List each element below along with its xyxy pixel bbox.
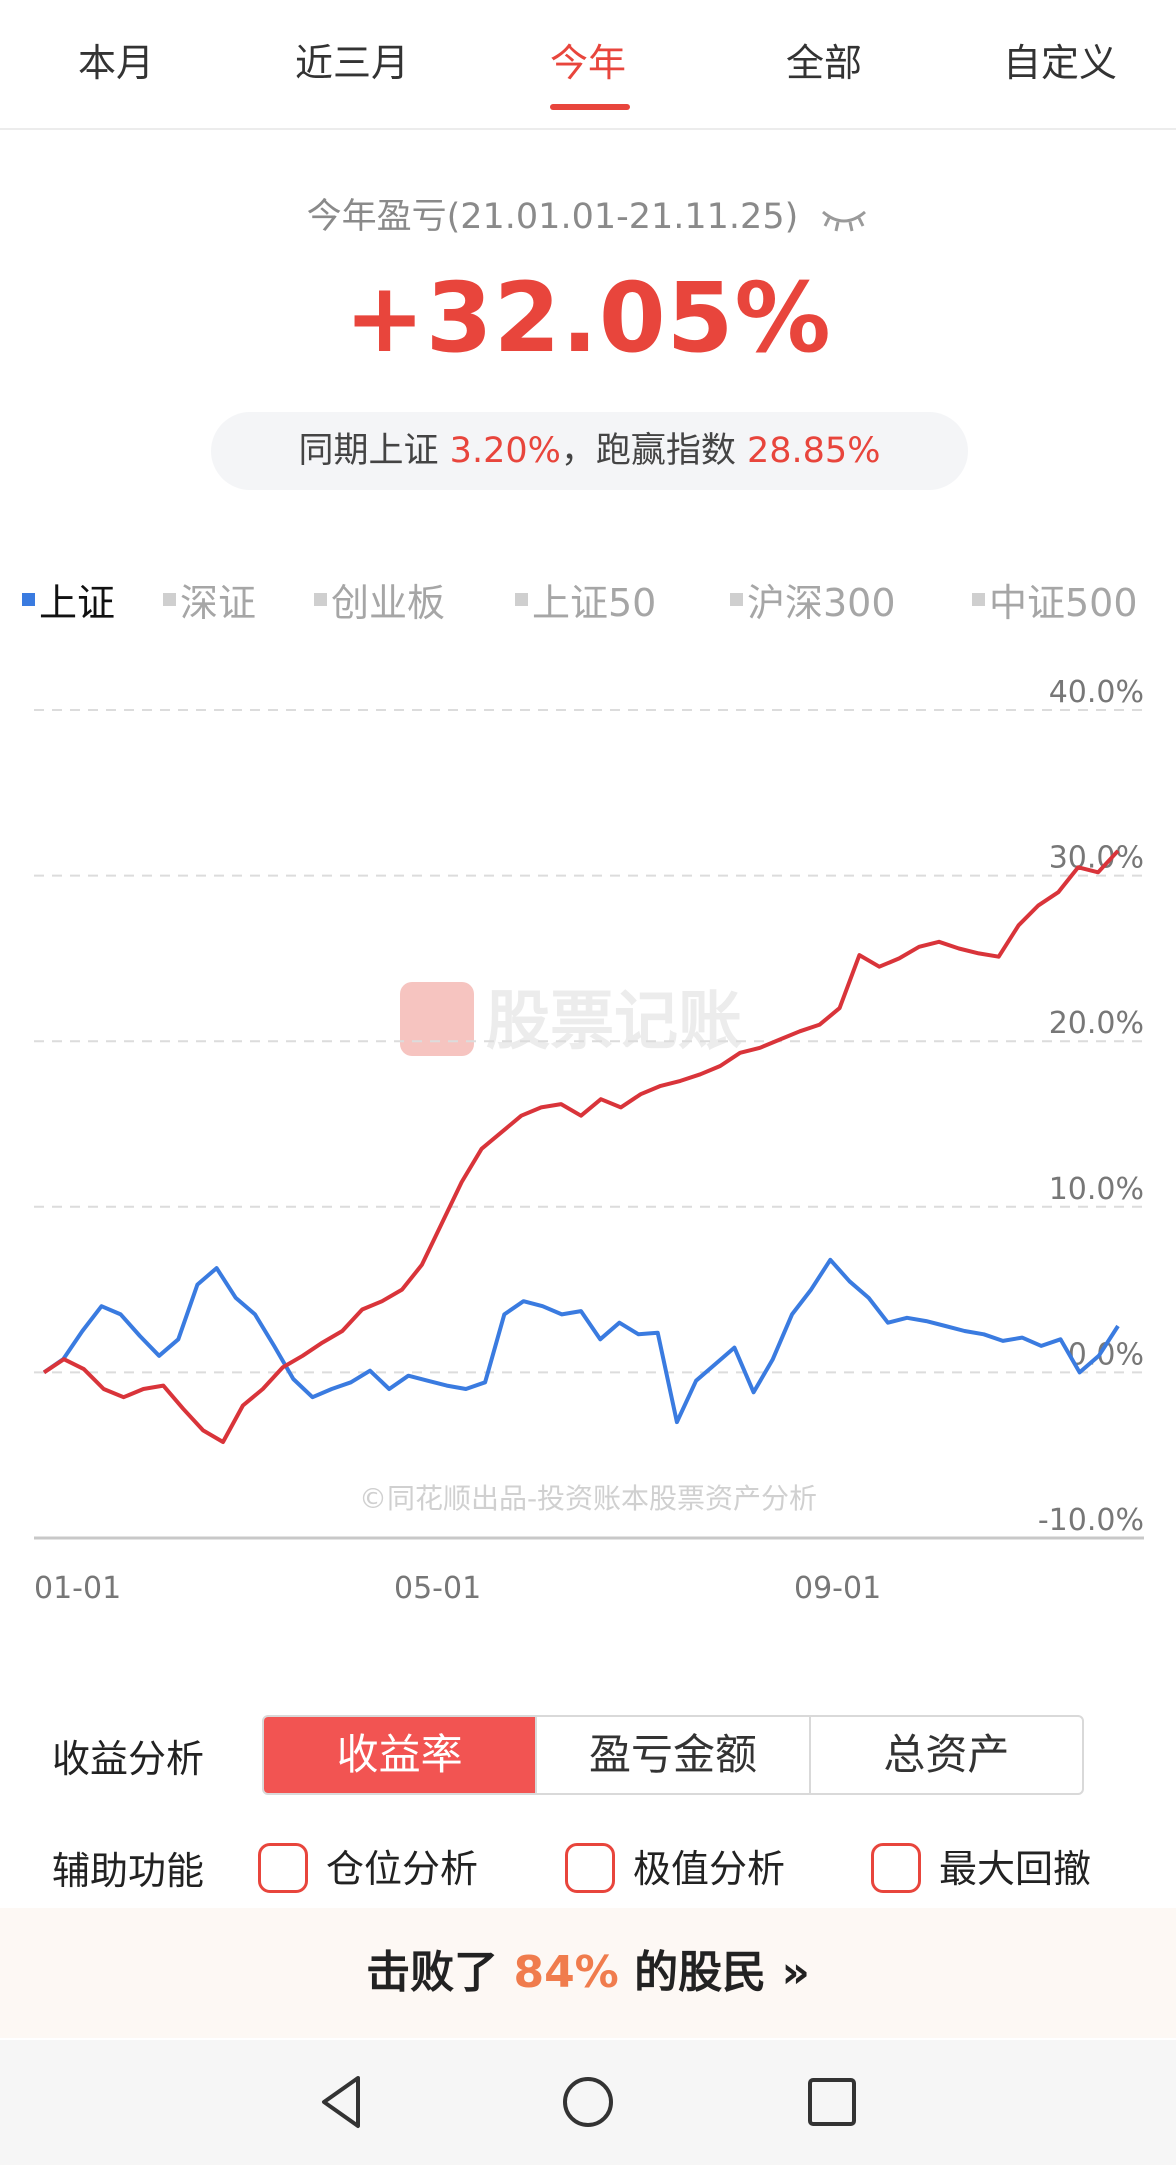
legend-square-icon bbox=[22, 593, 35, 606]
index-return-value: 3.20% bbox=[449, 431, 561, 471]
checkbox[interactable] bbox=[565, 1842, 615, 1893]
aux-label: 辅助功能 bbox=[52, 1849, 205, 1893]
home-icon[interactable] bbox=[556, 2070, 620, 2134]
extreme-analysis-label: 极值分析 bbox=[633, 1847, 786, 1891]
legend-square-icon bbox=[163, 593, 176, 606]
compare-mid: ，跑赢指数 bbox=[560, 431, 747, 471]
year-return-percentage: +32.05% bbox=[344, 262, 832, 374]
legend-square-icon bbox=[314, 593, 327, 606]
profit-amount-button[interactable]: 盈亏金额 bbox=[537, 1717, 811, 1793]
active-tab-indicator bbox=[550, 104, 630, 110]
watermark: 股票记账 bbox=[400, 970, 742, 1062]
checkbox[interactable] bbox=[871, 1842, 921, 1893]
index-label: 中证500 bbox=[989, 581, 1138, 625]
chart-footer-watermark: ©同花顺出品-投资账本股票资产分析 bbox=[359, 1482, 817, 1515]
watermark-brand: 股票记账 bbox=[486, 985, 742, 1059]
index-shenzhen[interactable]: 深证 bbox=[163, 572, 256, 627]
index-compare-pill: 同期上证 3.20%，跑赢指数 28.85% bbox=[211, 412, 968, 490]
index-sse50[interactable]: 上证50 bbox=[515, 572, 656, 627]
portfolio-series-line bbox=[42, 849, 1120, 1444]
period-tabs: 本月 近三月 今年 全部 自定义 bbox=[0, 0, 1176, 130]
index-label: 上证 bbox=[39, 581, 116, 625]
y-tick-label: 40.0% bbox=[1049, 675, 1144, 710]
legend-square-icon bbox=[730, 593, 743, 606]
summary-title: 今年盈亏(21.01.01-21.11.25) bbox=[306, 197, 799, 237]
total-assets-button[interactable]: 总资产 bbox=[883, 1730, 1010, 1779]
beat-investors-banner[interactable]: 击败了 84% 的股民 » bbox=[0, 1908, 1176, 2038]
extreme-analysis-toggle[interactable]: 极值分析 bbox=[565, 1838, 785, 1897]
x-tick-label: 01-01 bbox=[34, 1571, 121, 1606]
tab-custom[interactable]: 自定义 bbox=[1002, 41, 1117, 85]
analysis-segmented-control: 收益率 盈亏金额 总资产 bbox=[262, 1715, 1084, 1795]
x-tick-label: 09-01 bbox=[794, 1571, 881, 1606]
checkbox[interactable] bbox=[258, 1842, 308, 1893]
position-analysis-label: 仓位分析 bbox=[326, 1847, 479, 1891]
compare-prefix: 同期上证 bbox=[298, 431, 450, 471]
index-shanghai[interactable]: 上证 bbox=[22, 572, 115, 627]
tab-this-year[interactable]: 今年 bbox=[549, 41, 626, 85]
index-csi300[interactable]: 沪深300 bbox=[730, 572, 896, 627]
analysis-label: 收益分析 bbox=[52, 1737, 205, 1781]
index-label: 创业板 bbox=[331, 581, 446, 625]
summary-title-row: 今年盈亏(21.01.01-21.11.25) bbox=[0, 188, 1176, 239]
max-drawdown-label: 最大回撤 bbox=[939, 1847, 1092, 1891]
beat-prefix: 击败了 bbox=[366, 1947, 514, 1998]
max-drawdown-toggle[interactable]: 最大回撤 bbox=[871, 1838, 1091, 1897]
return-chart[interactable]: 40.0%30.0%20.0%10.0%0.0%-10.0%01-01 05-01… bbox=[0, 660, 1176, 1610]
legend-square-icon bbox=[972, 593, 985, 606]
beat-suffix: 的股民 bbox=[618, 1947, 767, 1998]
index-label: 沪深300 bbox=[747, 581, 896, 625]
tab-this-month[interactable]: 本月 bbox=[77, 41, 154, 85]
y-tick-label: -10.0% bbox=[1038, 1503, 1144, 1538]
app-logo-icon bbox=[400, 982, 474, 1057]
y-tick-label: 30.0% bbox=[1049, 841, 1144, 876]
index-label: 深证 bbox=[180, 581, 257, 625]
back-icon[interactable] bbox=[310, 2070, 374, 2134]
tab-all[interactable]: 全部 bbox=[785, 41, 862, 85]
x-tick-label: 05-01 bbox=[394, 1571, 481, 1606]
beat-percentage: 84% bbox=[513, 1947, 619, 1998]
legend-square-icon bbox=[515, 593, 528, 606]
beat-index-value: 28.85% bbox=[747, 431, 881, 471]
index-series-line bbox=[42, 1257, 1120, 1425]
y-tick-label: 10.0% bbox=[1049, 1172, 1144, 1207]
tab-three-months[interactable]: 近三月 bbox=[294, 41, 409, 85]
index-label: 上证50 bbox=[532, 581, 657, 625]
position-analysis-toggle[interactable]: 仓位分析 bbox=[258, 1838, 478, 1897]
eye-closed-icon[interactable] bbox=[819, 203, 869, 233]
y-tick-label: 20.0% bbox=[1049, 1006, 1144, 1041]
index-selector: 上证 深证 创业板 上证50 沪深300 中证500 bbox=[0, 572, 1176, 625]
system-nav-bar bbox=[0, 2040, 1176, 2165]
recents-icon[interactable] bbox=[800, 2070, 864, 2134]
index-chinext[interactable]: 创业板 bbox=[314, 572, 445, 627]
return-rate-button[interactable]: 收益率 bbox=[264, 1717, 538, 1793]
double-chevron-right-icon: » bbox=[781, 1947, 810, 1998]
index-csi500[interactable]: 中证500 bbox=[972, 572, 1138, 627]
